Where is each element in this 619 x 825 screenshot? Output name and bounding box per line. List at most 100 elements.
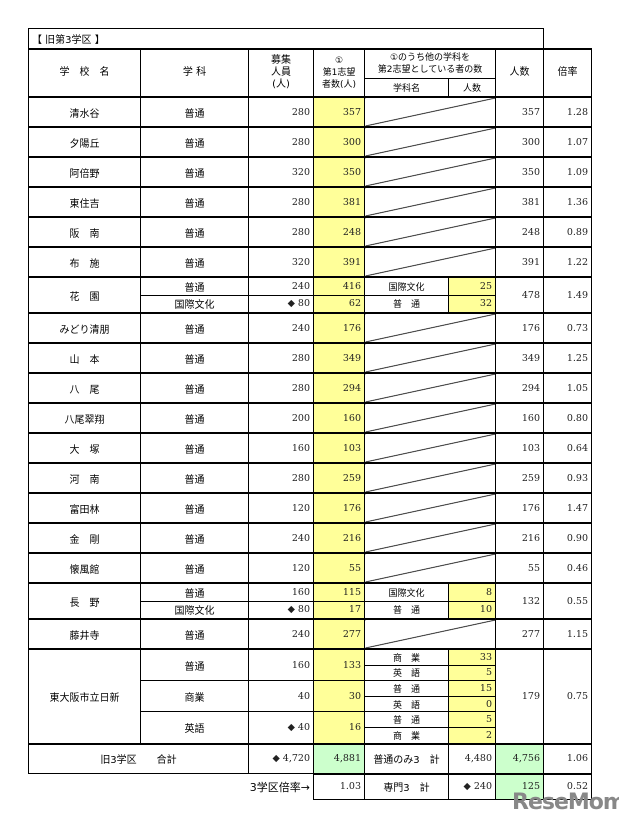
general-total-quota: 4,480 [448, 742, 496, 775]
header-course: 学 科 [140, 48, 249, 98]
second-choice-count: 10 [448, 600, 496, 620]
first-choice-count: 357 [313, 96, 365, 128]
quota: 320 [248, 246, 314, 278]
empty-second-choice-slash [364, 618, 496, 650]
grand-total-first-choice: 4,881 [313, 742, 365, 775]
empty-second-choice-slash [364, 552, 496, 584]
ratio: 1.49 [543, 276, 592, 314]
first-choice-count: 350 [313, 156, 365, 188]
second-choice-count: 8 [448, 582, 496, 602]
second-choice-count: 0 [448, 695, 496, 713]
total-count: 300 [495, 126, 544, 158]
total-count: 294 [495, 372, 544, 404]
total-count: 248 [495, 216, 544, 248]
total-count: 160 [495, 402, 544, 434]
second-choice-count: 32 [448, 294, 496, 314]
first-choice-count: 416 [313, 276, 365, 296]
school-name: 阿倍野 [28, 156, 141, 188]
quota: 240 [248, 618, 314, 650]
total-count: 132 [495, 582, 544, 620]
school-name: 大 塚 [28, 432, 141, 464]
second-choice-count: 2 [448, 726, 496, 745]
course-name: 普通 [140, 402, 249, 434]
course-name: 普通 [140, 522, 249, 554]
quota: 280 [248, 96, 314, 128]
quota: 240 [248, 312, 314, 344]
general-total-count: 4,756 [495, 742, 544, 775]
empty-second-choice-slash [364, 216, 496, 248]
second-choice-course: 英 語 [364, 664, 449, 682]
course-name: 普通 [140, 492, 249, 524]
ratio: 0.93 [543, 462, 592, 494]
ratio: 0.46 [543, 552, 592, 584]
table-row: 懐風館 普通 120 55 55 0.46 [28, 552, 592, 584]
total-count: 179 [495, 648, 544, 745]
table-row: 藤井寺 普通 240 277 277 1.15 [28, 618, 592, 650]
second-choice-course: 普 通 [364, 711, 449, 728]
course-name: 普通 [140, 276, 249, 296]
course-name: 普通 [140, 462, 249, 494]
school-name: 藤井寺 [28, 618, 141, 650]
first-choice-count: 176 [313, 312, 365, 344]
second-choice-course: 商 業 [364, 647, 449, 666]
first-choice-count: 30 [313, 680, 365, 713]
second-choice-course: 普 通 [364, 294, 449, 314]
second-choice-course: 国際文化 [364, 582, 449, 602]
ratio: 1.22 [543, 246, 592, 278]
first-choice-count: 381 [313, 186, 365, 218]
first-choice-count: 176 [313, 492, 365, 524]
quota: 280 [248, 342, 314, 374]
total-count: 381 [495, 186, 544, 218]
quota: ◆ 80 [248, 600, 314, 620]
school-name: 金 剛 [28, 522, 141, 554]
first-choice-count: 160 [313, 402, 365, 434]
total-count: 55 [495, 552, 544, 584]
total-count: 176 [495, 492, 544, 524]
quota: 320 [248, 156, 314, 188]
table-row: 清水谷 普通 280 357 357 1.28 [28, 96, 592, 128]
quota: 200 [248, 402, 314, 434]
ratio: 1.09 [543, 156, 592, 188]
admissions-table: 【 旧第3学区 】 学 校 名 学 科 募集 人員 (人) ① 第1志望 者数(… [28, 28, 592, 800]
first-choice-count: 259 [313, 462, 365, 494]
course-name: 普通 [140, 156, 249, 188]
quota: 160 [248, 582, 314, 602]
school-name: みどり清朋 [28, 312, 141, 344]
second-choice-course: 商 業 [364, 726, 449, 745]
course-name: 普通 [140, 186, 249, 218]
course-name: 普通 [140, 246, 249, 278]
quota: 160 [248, 648, 314, 682]
first-choice-count: 248 [313, 216, 365, 248]
first-choice-count: 55 [313, 552, 365, 584]
quota: 40 [248, 680, 314, 713]
second-choice-count: 33 [448, 647, 496, 666]
course-name: 普通 [140, 216, 249, 248]
special-total-quota: ◆ 240 [448, 772, 496, 800]
course-name: 普通 [140, 312, 249, 344]
ratio: 0.89 [543, 216, 592, 248]
empty-second-choice-slash [364, 96, 496, 128]
course-name: 普通 [140, 432, 249, 464]
quota: 280 [248, 372, 314, 404]
table-row: 花 園普通 240 416 国際文化 25 478 1.49 [28, 276, 592, 314]
ratio: 1.47 [543, 492, 592, 524]
table-row: 山 本普通 280 349 349 1.25 [28, 342, 592, 374]
total-count: 478 [495, 276, 544, 314]
ratio: 0.55 [543, 582, 592, 620]
quota: 120 [248, 492, 314, 524]
school-name: 夕陽丘 [28, 126, 141, 158]
table-row: 八尾翠翔 普通 200 160 160 0.80 [28, 402, 592, 434]
first-choice-count: 300 [313, 126, 365, 158]
header-total: 人数 [495, 48, 544, 98]
second-choice-course: 英 語 [364, 695, 449, 713]
general-total-ratio: 1.06 [543, 742, 592, 775]
empty-second-choice-slash [364, 156, 496, 188]
course-name: 普通 [140, 342, 249, 374]
ratio: 1.07 [543, 126, 592, 158]
second-choice-course: 普 通 [364, 600, 449, 620]
school-name: 花 園 [28, 276, 141, 314]
second-choice-count: 25 [448, 276, 496, 296]
grand-total-quota: ◆ 4,720 [248, 742, 314, 775]
course-name: 普通 [140, 648, 249, 682]
header-ratio: 倍率 [543, 48, 592, 98]
